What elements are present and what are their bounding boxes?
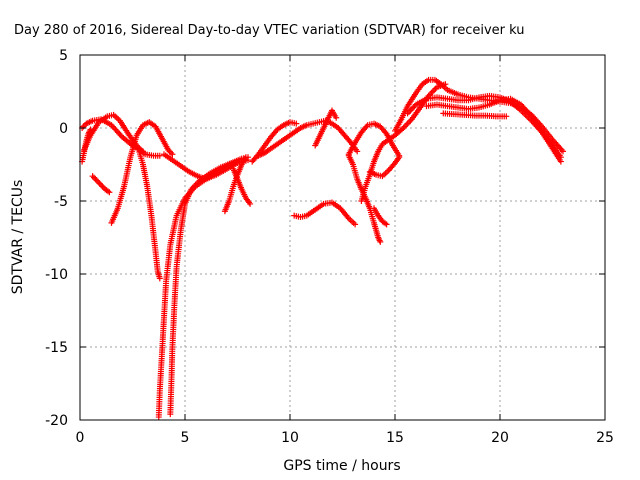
series-arc-23	[366, 154, 403, 180]
data-point	[89, 173, 96, 180]
x-tick-label: 25	[596, 430, 614, 446]
data-point	[96, 180, 103, 187]
axis-ticks	[79, 54, 606, 421]
data-point	[404, 120, 411, 127]
y-tick-label: -15	[45, 340, 68, 356]
y-tick-label: -20	[45, 413, 68, 429]
data-point	[354, 148, 361, 155]
y-tick-label: 5	[59, 48, 68, 64]
series-arc-17	[345, 152, 384, 245]
x-tick-label: 10	[281, 430, 299, 446]
data-point	[431, 87, 438, 94]
series-arc-18	[358, 81, 449, 204]
y-tick-label: 0	[59, 121, 68, 137]
data-point	[333, 114, 340, 121]
series-arc-11	[230, 165, 254, 207]
data-point	[91, 174, 97, 181]
data-point	[95, 179, 102, 186]
data-point	[560, 148, 566, 155]
data-point	[429, 88, 436, 95]
x-tick-label: 5	[181, 430, 190, 446]
series-arc-4	[89, 173, 113, 196]
data-point	[557, 158, 564, 165]
data-point	[428, 89, 435, 96]
x-tick-label: 15	[386, 430, 404, 446]
x-tick-label: 20	[491, 430, 509, 446]
y-tick-label: -10	[45, 267, 68, 283]
chart-title: Day 280 of 2016, Sidereal Day-to-day VTE…	[14, 23, 525, 38]
data-point	[403, 122, 410, 129]
data-point	[410, 104, 417, 111]
data-point	[156, 152, 163, 159]
data-point	[87, 126, 94, 133]
data-point	[377, 238, 384, 245]
series-arc-8	[167, 154, 251, 418]
data-point	[383, 221, 390, 228]
x-tick-label: 0	[76, 430, 85, 446]
data-point	[93, 177, 100, 184]
data-point	[242, 154, 249, 161]
series-arc-13	[249, 119, 300, 165]
series-arc-3	[79, 126, 94, 165]
data-point	[375, 235, 382, 242]
data-point	[352, 221, 359, 228]
data-point	[293, 120, 300, 127]
data-point	[169, 151, 176, 158]
series-arc-15	[291, 199, 359, 228]
series-arc-22	[440, 110, 510, 120]
series-arc-9	[161, 151, 251, 183]
series-arc-24	[371, 205, 390, 228]
data-point	[80, 123, 87, 130]
data-point	[98, 181, 104, 188]
series-arc-5	[108, 119, 176, 226]
series-arc-21	[423, 95, 564, 165]
data-point	[140, 148, 146, 155]
series-arc-14	[312, 107, 340, 149]
data-point	[503, 113, 510, 120]
series-arc-16	[345, 120, 403, 159]
data-point	[92, 176, 99, 183]
series-arc-2	[79, 116, 146, 155]
y-tick-label: -5	[54, 194, 68, 210]
data-point	[408, 106, 415, 113]
x-tick-labels: 0 5 10 15 20 25	[76, 430, 614, 446]
x-axis-label: GPS time / hours	[283, 458, 400, 474]
series-arc-6	[135, 146, 163, 282]
y-axis-label: SDTVAR / TECUs	[10, 180, 26, 295]
data-point	[396, 154, 403, 161]
data-point	[247, 200, 254, 207]
data-point	[406, 119, 412, 126]
data-marks	[79, 76, 566, 421]
data-point	[106, 189, 113, 196]
data-point	[99, 183, 106, 190]
y-tick-labels: 5 0 -5 -10 -15 -20	[45, 48, 68, 429]
data-point	[156, 275, 163, 282]
plot-frame	[79, 54, 606, 421]
